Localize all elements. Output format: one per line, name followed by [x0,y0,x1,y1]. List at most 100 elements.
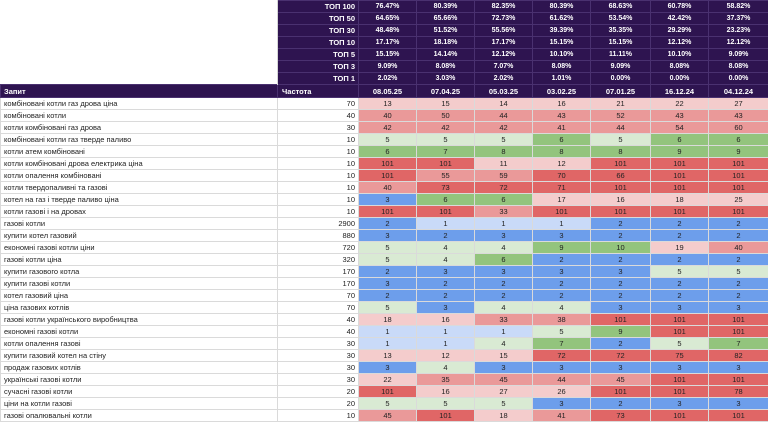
summary-cell[interactable]: 35.35% [590,24,651,37]
summary-label[interactable]: ТОП 50 [277,12,359,25]
summary-cell[interactable]: 8.08% [650,60,709,73]
summary-cell[interactable]: 18.18% [416,36,475,49]
position-cell[interactable]: 101 [708,181,768,194]
query-cell[interactable]: котли комбіновані газ дрова [0,121,278,134]
position-cell[interactable]: 3 [532,397,591,410]
position-cell[interactable]: 18 [474,409,533,422]
summary-label[interactable]: ТОП 100 [277,0,359,13]
position-cell[interactable]: 9 [590,325,651,338]
frequency-cell[interactable]: 10 [277,145,359,158]
position-cell[interactable]: 75 [650,349,709,362]
position-cell[interactable]: 50 [416,109,475,122]
position-cell[interactable]: 43 [650,109,709,122]
query-cell[interactable]: котли опалення комбіновані [0,169,278,182]
position-cell[interactable]: 2 [532,253,591,266]
frequency-cell[interactable]: 10 [277,169,359,182]
position-cell[interactable]: 19 [650,241,709,254]
position-cell[interactable]: 3 [532,229,591,242]
summary-cell[interactable]: 55.56% [474,24,533,37]
position-cell[interactable]: 5 [416,133,475,146]
position-cell[interactable]: 101 [358,205,417,218]
position-cell[interactable]: 101 [650,205,709,218]
position-cell[interactable]: 73 [590,409,651,422]
position-cell[interactable]: 10 [590,241,651,254]
summary-cell[interactable]: 12.12% [474,48,533,61]
summary-cell[interactable]: 11.11% [590,48,651,61]
position-cell[interactable]: 3 [590,265,651,278]
position-cell[interactable]: 101 [590,313,651,326]
summary-label[interactable]: ТОП 3 [277,60,359,73]
position-cell[interactable]: 9 [708,145,768,158]
position-cell[interactable]: 1 [474,325,533,338]
summary-cell[interactable]: 10.10% [532,48,591,61]
position-cell[interactable]: 17 [532,193,591,206]
position-cell[interactable]: 5 [590,133,651,146]
query-cell[interactable]: продаж газових котлів [0,361,278,374]
position-cell[interactable]: 12 [416,349,475,362]
position-cell[interactable]: 2 [358,289,417,302]
position-cell[interactable]: 3 [358,229,417,242]
position-cell[interactable]: 1 [532,217,591,230]
position-cell[interactable]: 101 [358,385,417,398]
summary-cell[interactable]: 23.23% [708,24,768,37]
query-cell[interactable]: котли атем комбіновані [0,145,278,158]
position-cell[interactable]: 101 [708,373,768,386]
position-cell[interactable]: 44 [590,121,651,134]
summary-label[interactable]: ТОП 30 [277,24,359,37]
position-cell[interactable]: 72 [590,349,651,362]
query-cell[interactable]: купити газові котли [0,277,278,290]
position-cell[interactable]: 52 [590,109,651,122]
position-cell[interactable]: 45 [474,373,533,386]
position-cell[interactable]: 8 [590,145,651,158]
summary-cell[interactable]: 12.12% [708,36,768,49]
position-cell[interactable]: 101 [708,205,768,218]
column-header-date[interactable]: 07.01.25 [590,84,651,98]
position-cell[interactable]: 4 [474,241,533,254]
position-cell[interactable]: 101 [650,325,709,338]
position-cell[interactable]: 101 [532,205,591,218]
position-cell[interactable]: 4 [416,241,475,254]
summary-cell[interactable]: 15.15% [532,36,591,49]
position-cell[interactable]: 101 [708,325,768,338]
position-cell[interactable]: 3 [650,397,709,410]
position-cell[interactable]: 6 [474,193,533,206]
position-cell[interactable]: 15 [474,349,533,362]
position-cell[interactable]: 73 [416,181,475,194]
position-cell[interactable]: 54 [650,121,709,134]
query-cell[interactable]: газові котли українського виробництва [0,313,278,326]
summary-cell[interactable]: 17.17% [474,36,533,49]
position-cell[interactable]: 2 [590,337,651,350]
position-cell[interactable]: 35 [416,373,475,386]
position-cell[interactable]: 3 [650,301,709,314]
position-cell[interactable]: 71 [532,181,591,194]
position-cell[interactable]: 2 [650,229,709,242]
summary-cell[interactable]: 10.10% [650,48,709,61]
position-cell[interactable]: 13 [358,349,417,362]
column-header-date[interactable]: 03.02.25 [532,84,591,98]
frequency-cell[interactable]: 30 [277,361,359,374]
frequency-cell[interactable]: 320 [277,253,359,266]
summary-cell[interactable]: 80.39% [532,0,591,13]
position-cell[interactable]: 101 [590,181,651,194]
position-cell[interactable]: 21 [590,97,651,110]
summary-cell[interactable]: 29.29% [650,24,709,37]
position-cell[interactable]: 3 [590,361,651,374]
position-cell[interactable]: 33 [474,313,533,326]
summary-label[interactable]: ТОП 10 [277,36,359,49]
position-cell[interactable]: 1 [474,217,533,230]
position-cell[interactable]: 2 [708,289,768,302]
position-cell[interactable]: 2 [590,397,651,410]
frequency-cell[interactable]: 170 [277,277,359,290]
position-cell[interactable]: 70 [532,169,591,182]
summary-cell[interactable]: 12.12% [650,36,709,49]
position-cell[interactable]: 44 [532,373,591,386]
position-cell[interactable]: 72 [532,349,591,362]
position-cell[interactable]: 8 [532,145,591,158]
position-cell[interactable]: 2 [590,253,651,266]
frequency-cell[interactable]: 40 [277,313,359,326]
frequency-cell[interactable]: 40 [277,109,359,122]
summary-cell[interactable]: 14.14% [416,48,475,61]
summary-cell[interactable]: 8.08% [416,60,475,73]
column-header-query[interactable]: Запит [0,84,278,98]
position-cell[interactable]: 101 [358,169,417,182]
